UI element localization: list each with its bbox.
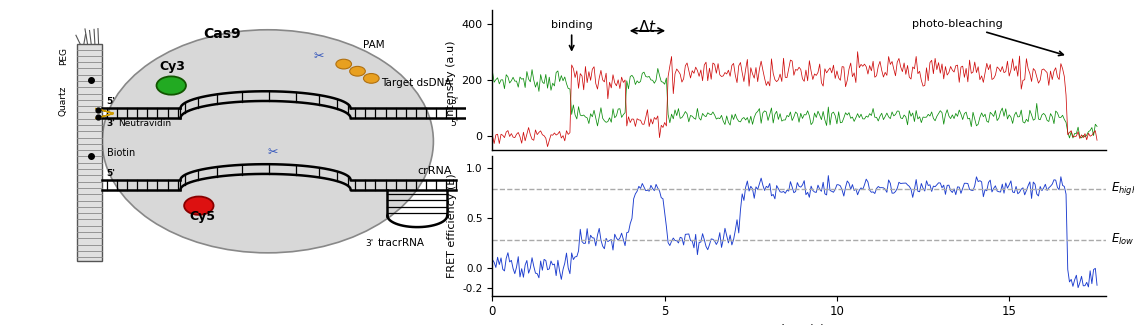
Ellipse shape xyxy=(102,30,433,253)
Text: 3': 3' xyxy=(450,97,458,106)
Text: Quartz: Quartz xyxy=(59,86,68,116)
Text: 3': 3' xyxy=(105,119,115,128)
Text: PAM: PAM xyxy=(363,40,384,50)
Text: Neutravidin: Neutravidin xyxy=(118,119,171,128)
Circle shape xyxy=(336,59,352,69)
Text: Cy3: Cy3 xyxy=(160,60,186,73)
Circle shape xyxy=(156,76,186,95)
Text: 5': 5' xyxy=(105,97,115,106)
Text: binding: binding xyxy=(551,20,593,50)
Text: $E_{low}$: $E_{low}$ xyxy=(1111,232,1134,247)
Text: $E_{high}$: $E_{high}$ xyxy=(1111,180,1134,197)
Polygon shape xyxy=(95,109,113,118)
Text: 5': 5' xyxy=(105,169,115,178)
X-axis label: Time (s): Time (s) xyxy=(773,324,824,325)
Text: Biotin: Biotin xyxy=(107,148,135,158)
Text: 5': 5' xyxy=(450,119,458,128)
Text: tracrRNA: tracrRNA xyxy=(378,238,425,248)
Text: Cy5: Cy5 xyxy=(189,210,215,223)
Text: Target dsDNA: Target dsDNA xyxy=(381,78,451,87)
Circle shape xyxy=(184,197,213,215)
Text: $\mathit{\Delta t}$: $\mathit{\Delta t}$ xyxy=(638,19,657,35)
Text: ✂: ✂ xyxy=(313,50,323,63)
Text: Cas9: Cas9 xyxy=(203,27,240,41)
Bar xyxy=(77,44,102,261)
Circle shape xyxy=(364,73,379,83)
Y-axis label: Intensity (a.u): Intensity (a.u) xyxy=(446,41,456,119)
Text: PEG: PEG xyxy=(59,46,68,64)
Y-axis label: FRET efficiency (E): FRET efficiency (E) xyxy=(447,173,457,278)
Text: ✂: ✂ xyxy=(268,146,278,159)
Text: photo-bleaching: photo-bleaching xyxy=(912,19,1064,56)
Text: crRNA: crRNA xyxy=(417,166,451,176)
Circle shape xyxy=(349,66,365,76)
Text: 3': 3' xyxy=(365,239,373,248)
